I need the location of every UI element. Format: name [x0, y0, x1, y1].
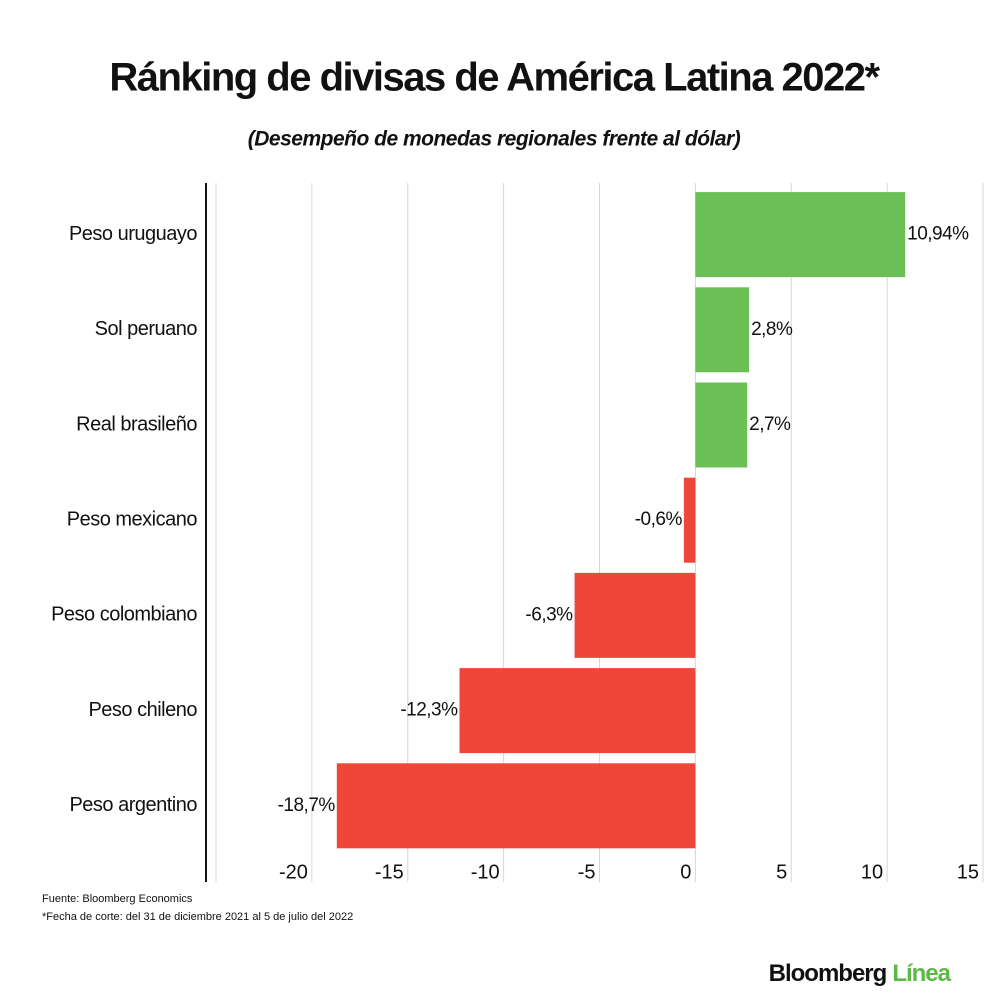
x-tick-label: 15 [957, 861, 979, 883]
logo: Bloomberg Línea [769, 960, 952, 987]
logo-brand: Bloomberg [769, 960, 887, 987]
bar [695, 287, 750, 373]
x-tick-label: -20 [279, 861, 308, 883]
y-tick-label: Real brasileño [76, 413, 197, 435]
y-tick-label: Peso mexicano [67, 508, 198, 530]
value-label: -0,6% [635, 509, 683, 530]
chart-subtitle: (Desempeño de monedas regionales frente … [248, 128, 741, 151]
x-tick-label: -10 [471, 861, 500, 883]
logo-sub: Línea [892, 960, 951, 987]
value-label: -12,3% [400, 700, 458, 721]
y-tick-label: Sol peruano [95, 318, 198, 340]
bar [574, 572, 696, 658]
x-tick-label: 0 [680, 861, 691, 883]
value-label: -6,3% [525, 604, 573, 625]
x-tick-label: -5 [578, 861, 596, 883]
value-label: 10,94% [907, 224, 969, 245]
x-tick-label: -15 [375, 861, 404, 883]
bar [683, 477, 696, 563]
bar [459, 668, 696, 754]
value-label: 2,8% [751, 319, 793, 340]
y-tick-label: Peso uruguayo [69, 223, 197, 245]
value-label: 2,7% [749, 414, 791, 435]
bar [336, 763, 696, 849]
value-label: -18,7% [278, 795, 336, 816]
bar [695, 382, 748, 468]
y-tick-label: Peso chileno [88, 699, 197, 721]
bar [695, 192, 906, 278]
x-tick-label: 10 [861, 861, 883, 883]
footnote: Fuente: Bloomberg Economics [42, 893, 193, 905]
y-tick-label: Peso colombiano [51, 604, 197, 626]
chart-title: Ránking de divisas de América Latina 202… [109, 56, 880, 100]
y-tick-label: Peso argentino [69, 794, 197, 816]
x-tick-label: 5 [776, 861, 787, 883]
footnote: *Fecha de corte: del 31 de diciembre 202… [42, 911, 353, 923]
